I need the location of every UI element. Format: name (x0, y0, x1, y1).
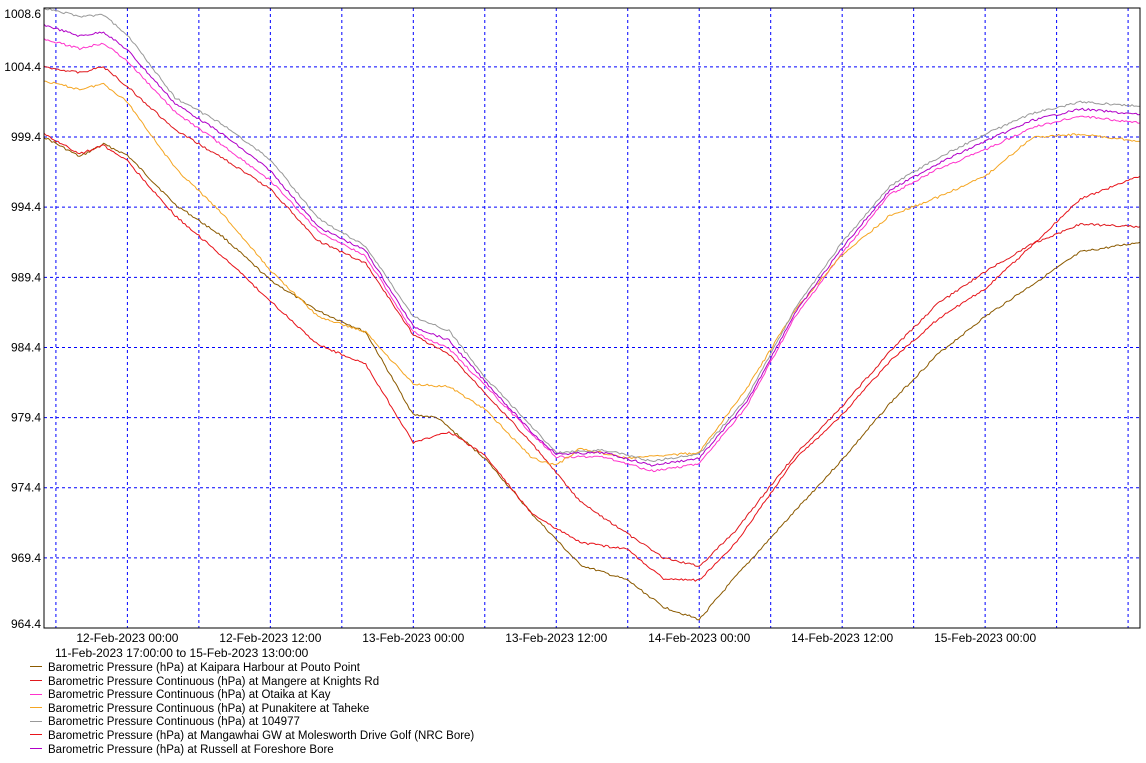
legend-label: Barometric Pressure (hPa) at Kaipara Har… (48, 662, 360, 674)
legend-swatch (30, 666, 42, 668)
x-tick-label: 12-Feb-2023 00:00 (76, 631, 178, 645)
legend-swatch (30, 734, 42, 736)
legend-label: Barometric Pressure (hPa) at Mangawhai G… (48, 729, 475, 742)
y-tick-label: 999.4 (11, 130, 41, 144)
legend-label: Barometric Pressure (hPa) at Russell at … (48, 743, 334, 756)
series-line (43, 23, 1141, 467)
legend-swatch (30, 748, 42, 750)
legend-item: Barometric Pressure Continuous (hPa) at … (30, 703, 474, 717)
legend-item: Barometric Pressure (hPa) at Russell at … (30, 744, 474, 758)
series-line (43, 132, 1141, 582)
series-lines (43, 8, 1141, 621)
legend-item: Barometric Pressure (hPa) at Kaipara Har… (30, 662, 474, 676)
legend-item: Barometric Pressure Continuous (hPa) at … (30, 689, 474, 703)
legend-item: Barometric Pressure Continuous (hPa) at … (30, 716, 474, 730)
series-line (43, 80, 1141, 466)
x-axis-ticks: 12-Feb-2023 00:00 12-Feb-2023 12:00 13-Feb… (76, 631, 1036, 645)
y-axis-ticks: 1008.6 1004.4 999.4 994.4 989.4 984.4 979.4 974… (4, 7, 41, 631)
legend-label: Barometric Pressure Continuous (hPa) at … (48, 675, 380, 688)
legend-swatch (30, 680, 42, 682)
legend-swatch (30, 720, 42, 722)
series-line (43, 65, 1141, 567)
legend-label: Barometric Pressure Continuous (hPa) at … (48, 716, 300, 729)
x-tick-label: 13-Feb-2023 00:00 (362, 631, 464, 645)
date-range-label: 11-Feb-2023 17:00:00 to 15-Feb-2023 13:0… (55, 646, 309, 660)
y-tick-label: 989.4 (11, 270, 41, 284)
y-tick-label: 1008.6 (4, 7, 41, 21)
y-tick-label: 969.4 (11, 551, 41, 565)
y-tick-label: 1004.4 (4, 60, 41, 74)
y-tick-label: 964.4 (11, 617, 41, 631)
legend-label: Barometric Pressure Continuous (hPa) at … (48, 689, 331, 702)
x-tick-label: 13-Feb-2023 12:00 (505, 631, 607, 645)
series-line (43, 137, 1141, 621)
legend-item: Barometric Pressure Continuous (hPa) at … (30, 676, 474, 690)
x-tick-label: 12-Feb-2023 12:00 (219, 631, 321, 645)
x-tick-label: 15-Feb-2023 00:00 (934, 631, 1036, 645)
x-tick-label: 14-Feb-2023 00:00 (648, 631, 750, 645)
y-tick-label: 984.4 (11, 340, 41, 354)
series-line (43, 8, 1141, 462)
x-tick-label: 14-Feb-2023 12:00 (791, 631, 893, 645)
legend-swatch (30, 693, 42, 695)
y-tick-label: 994.4 (11, 200, 41, 214)
plot-frame (43, 7, 1141, 629)
y-tick-label: 979.4 (11, 411, 41, 425)
series-line (43, 38, 1141, 473)
legend-item: Barometric Pressure (hPa) at Mangawhai G… (30, 730, 474, 744)
legend-label: Barometric Pressure Continuous (hPa) at … (48, 702, 370, 715)
grid (44, 7, 1140, 629)
legend: Barometric Pressure (hPa) at Kaipara Har… (30, 662, 474, 757)
legend-swatch (30, 707, 42, 709)
y-tick-label: 974.4 (11, 481, 41, 495)
